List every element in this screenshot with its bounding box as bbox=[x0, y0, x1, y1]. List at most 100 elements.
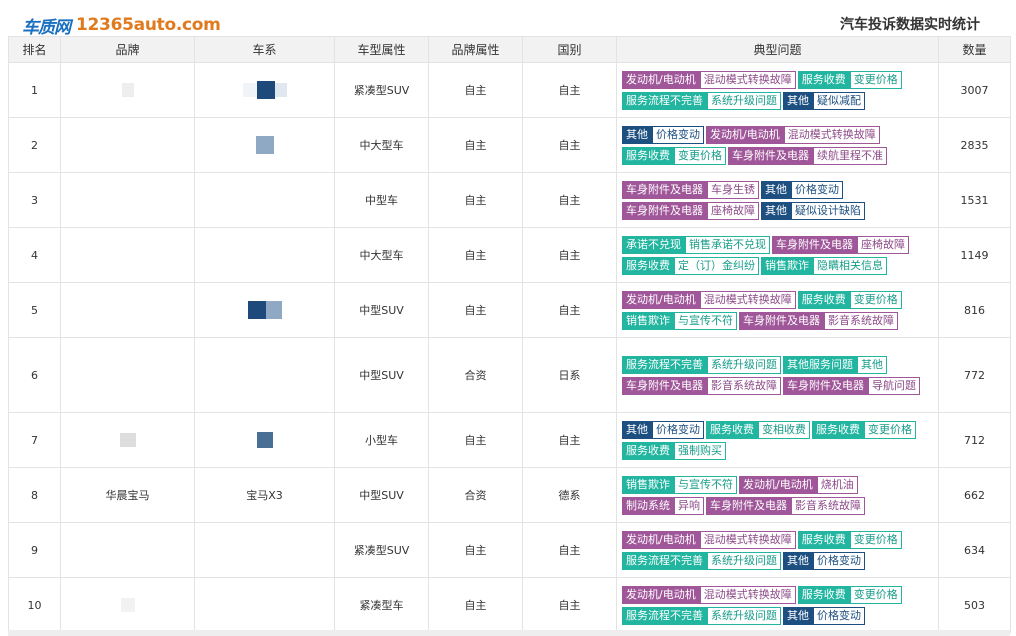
issue-category[interactable]: 其他 bbox=[761, 201, 791, 220]
issue-tag[interactable]: 车身附件及电器 导航问题 bbox=[783, 376, 920, 395]
issue-tag[interactable]: 服务收费 变更价格 bbox=[797, 290, 902, 309]
brand-cell[interactable] bbox=[60, 172, 195, 228]
issue-category[interactable]: 发动机/电动机 bbox=[622, 585, 700, 604]
issue-subcategory[interactable]: 疑似减配 bbox=[813, 91, 865, 110]
issue-tag[interactable]: 其他 价格变动 bbox=[622, 420, 704, 439]
issue-subcategory[interactable]: 导航问题 bbox=[868, 376, 920, 395]
issue-subcategory[interactable]: 系统升级问题 bbox=[707, 91, 781, 110]
issue-tag[interactable]: 服务收费 变更价格 bbox=[797, 530, 902, 549]
issue-category[interactable]: 服务流程不完善 bbox=[622, 355, 707, 374]
series-cell[interactable] bbox=[194, 282, 335, 338]
brand-cell[interactable] bbox=[60, 62, 195, 118]
issue-tag[interactable]: 服务收费 变更价格 bbox=[797, 585, 902, 604]
issue-category[interactable]: 车身附件及电器 bbox=[728, 146, 813, 165]
issue-subcategory[interactable]: 变相收费 bbox=[758, 420, 810, 439]
issue-subcategory[interactable]: 变更价格 bbox=[849, 585, 902, 604]
issue-subcategory[interactable]: 定（订）金纠纷 bbox=[674, 256, 759, 275]
issue-subcategory[interactable]: 变更价格 bbox=[849, 70, 902, 89]
issue-category[interactable]: 服务流程不完善 bbox=[622, 606, 707, 625]
series-cell[interactable]: 宝马X3 bbox=[194, 467, 335, 523]
issue-category[interactable]: 其他 bbox=[622, 420, 652, 439]
issue-category[interactable]: 其他 bbox=[783, 606, 813, 625]
issue-subcategory[interactable]: 价格变动 bbox=[652, 420, 704, 439]
issue-category[interactable]: 服务收费 bbox=[797, 585, 850, 604]
issue-category[interactable]: 其他 bbox=[783, 91, 813, 110]
issue-subcategory[interactable]: 隐瞒相关信息 bbox=[813, 256, 887, 275]
issue-tag[interactable]: 车身附件及电器 座椅故障 bbox=[622, 201, 759, 220]
issue-category[interactable]: 其他 bbox=[761, 180, 791, 199]
issue-subcategory[interactable]: 变更价格 bbox=[864, 420, 916, 439]
site-logo[interactable]: 车质网 12365auto.com bbox=[22, 14, 221, 38]
issue-tag[interactable]: 发动机/电动机 混动模式转换故障 bbox=[622, 290, 796, 309]
issue-subcategory[interactable]: 价格变动 bbox=[652, 125, 704, 144]
issue-tag[interactable]: 服务收费 变更价格 bbox=[797, 70, 902, 89]
brand-cell[interactable] bbox=[60, 522, 195, 578]
issue-tag[interactable]: 服务流程不完善 系统升级问题 bbox=[622, 606, 781, 625]
issue-subcategory[interactable]: 变更价格 bbox=[674, 146, 726, 165]
issue-category[interactable]: 其他 bbox=[783, 551, 813, 570]
brand-cell[interactable] bbox=[60, 412, 195, 468]
brand-cell[interactable] bbox=[60, 227, 195, 283]
issue-tag[interactable]: 服务收费 变更价格 bbox=[622, 146, 726, 165]
issue-category[interactable]: 发动机/电动机 bbox=[622, 70, 700, 89]
issue-category[interactable]: 发动机/电动机 bbox=[706, 125, 784, 144]
issue-category[interactable]: 承诺不兑现 bbox=[622, 235, 685, 254]
issue-subcategory[interactable]: 座椅故障 bbox=[707, 201, 759, 220]
issue-category[interactable]: 车身附件及电器 bbox=[783, 376, 868, 395]
issue-tag[interactable]: 其他 价格变动 bbox=[783, 606, 865, 625]
issue-tag[interactable]: 承诺不兑现 销售承诺不兑现 bbox=[622, 235, 770, 254]
issue-category[interactable]: 服务收费 bbox=[622, 146, 674, 165]
issue-subcategory[interactable]: 销售承诺不兑现 bbox=[685, 235, 770, 254]
issue-tag[interactable]: 其他 价格变动 bbox=[761, 180, 843, 199]
issue-tag[interactable]: 发动机/电动机 混动模式转换故障 bbox=[622, 70, 796, 89]
issue-subcategory[interactable]: 疑似设计缺陷 bbox=[791, 201, 865, 220]
issue-category[interactable]: 车身附件及电器 bbox=[772, 235, 857, 254]
issue-tag[interactable]: 服务流程不完善 系统升级问题 bbox=[622, 91, 781, 110]
issue-tag[interactable]: 制动系统 异响 bbox=[622, 496, 704, 515]
series-cell[interactable] bbox=[194, 522, 335, 578]
issue-tag[interactable]: 其他 疑似设计缺陷 bbox=[761, 201, 865, 220]
brand-cell[interactable] bbox=[60, 282, 195, 338]
issue-tag[interactable]: 销售欺诈 隐瞒相关信息 bbox=[761, 256, 887, 275]
issue-tag[interactable]: 车身附件及电器 影音系统故障 bbox=[622, 376, 781, 395]
issue-subcategory[interactable]: 混动模式转换故障 bbox=[699, 585, 796, 604]
issue-subcategory[interactable]: 其他 bbox=[857, 355, 887, 374]
issue-subcategory[interactable]: 变更价格 bbox=[849, 530, 902, 549]
issue-tag[interactable]: 车身附件及电器 影音系统故障 bbox=[706, 496, 865, 515]
issue-category[interactable]: 服务收费 bbox=[622, 441, 674, 460]
issue-tag[interactable]: 车身附件及电器 车身生锈 bbox=[622, 180, 759, 199]
issue-tag[interactable]: 其他 价格变动 bbox=[783, 551, 865, 570]
brand-cell[interactable] bbox=[60, 577, 195, 633]
issue-tag[interactable]: 其他 疑似减配 bbox=[783, 91, 865, 110]
issue-category[interactable]: 服务收费 bbox=[622, 256, 674, 275]
issue-tag[interactable]: 服务收费 强制购买 bbox=[622, 441, 726, 460]
issue-category[interactable]: 车身附件及电器 bbox=[622, 180, 707, 199]
issue-subcategory[interactable]: 强制购买 bbox=[674, 441, 726, 460]
issue-category[interactable]: 其他服务问题 bbox=[783, 355, 857, 374]
issue-category[interactable]: 车身附件及电器 bbox=[622, 376, 707, 395]
issue-category[interactable]: 服务流程不完善 bbox=[622, 551, 707, 570]
brand-cell[interactable] bbox=[60, 117, 195, 173]
issue-category[interactable]: 发动机/电动机 bbox=[739, 475, 817, 494]
issue-tag[interactable]: 服务收费 变相收费 bbox=[706, 420, 810, 439]
issue-subcategory[interactable]: 混动模式转换故障 bbox=[699, 290, 796, 309]
issue-category[interactable]: 销售欺诈 bbox=[622, 475, 674, 494]
issue-subcategory[interactable]: 影音系统故障 bbox=[791, 496, 865, 515]
brand-cell[interactable] bbox=[60, 337, 195, 413]
issue-category[interactable]: 销售欺诈 bbox=[761, 256, 813, 275]
issue-category[interactable]: 服务收费 bbox=[797, 70, 850, 89]
issue-subcategory[interactable]: 影音系统故障 bbox=[824, 311, 898, 330]
issue-tag[interactable]: 车身附件及电器 影音系统故障 bbox=[739, 311, 898, 330]
issue-subcategory[interactable]: 混动模式转换故障 bbox=[783, 125, 880, 144]
series-cell[interactable] bbox=[194, 577, 335, 633]
issue-subcategory[interactable]: 混动模式转换故障 bbox=[699, 530, 796, 549]
issue-subcategory[interactable]: 系统升级问题 bbox=[707, 551, 781, 570]
series-cell[interactable] bbox=[194, 412, 335, 468]
issue-category[interactable]: 服务收费 bbox=[797, 290, 850, 309]
series-cell[interactable] bbox=[194, 62, 335, 118]
issue-tag[interactable]: 服务流程不完善 系统升级问题 bbox=[622, 355, 781, 374]
issue-subcategory[interactable]: 烧机油 bbox=[816, 475, 858, 494]
issue-tag[interactable]: 发动机/电动机 烧机油 bbox=[739, 475, 858, 494]
series-cell[interactable] bbox=[194, 117, 335, 173]
issue-subcategory[interactable]: 影音系统故障 bbox=[707, 376, 781, 395]
